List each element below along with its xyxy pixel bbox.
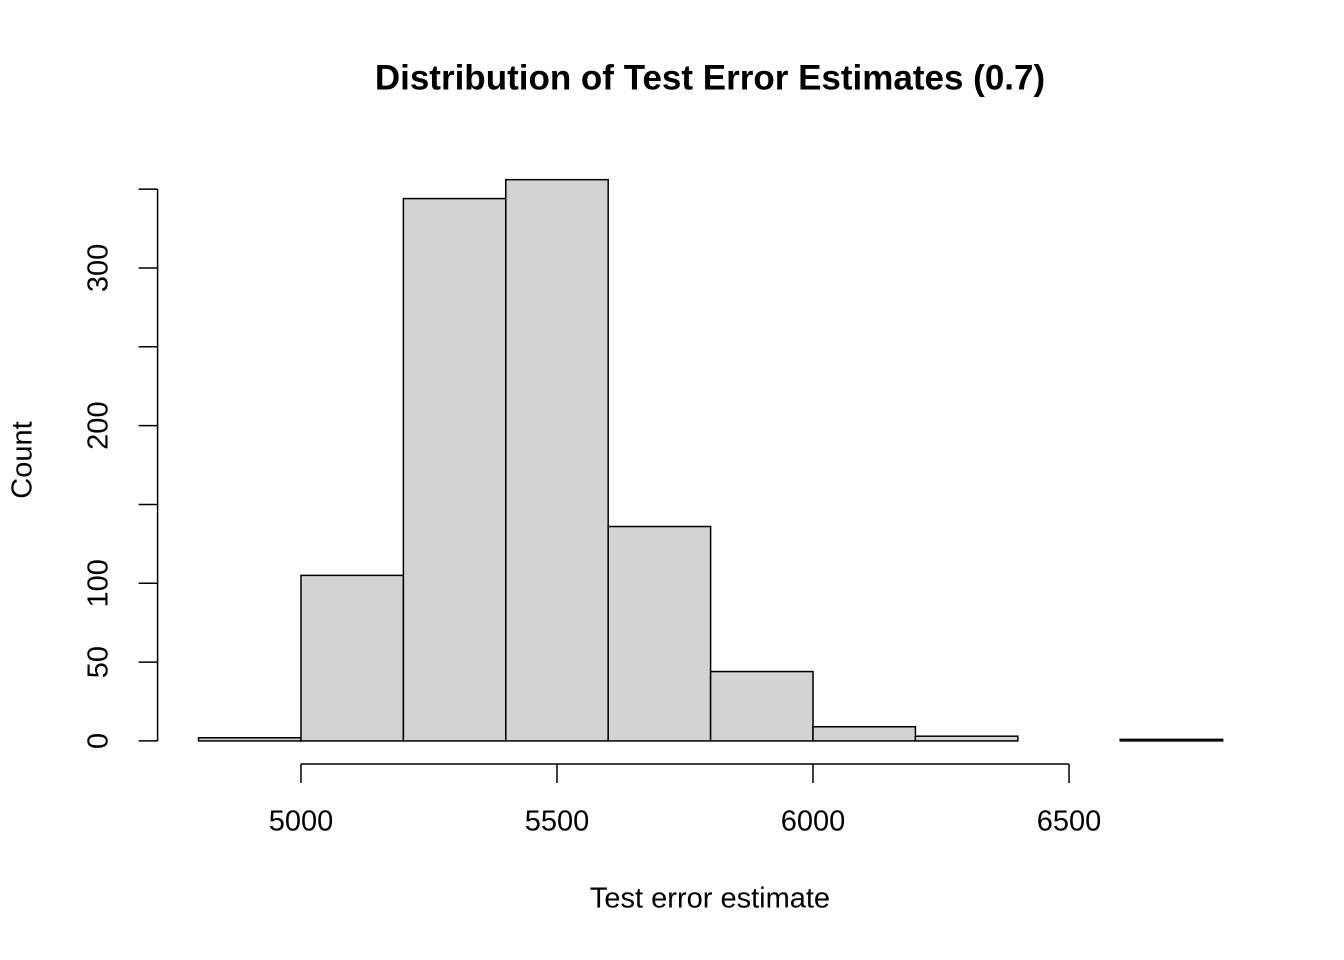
y-tick-label: 200 [83, 401, 115, 449]
bar [709, 670, 814, 742]
x-tick-label: 5000 [269, 806, 334, 838]
y-axis-label: Count [7, 421, 39, 498]
y-tick-label: 100 [83, 559, 115, 607]
bar [1119, 738, 1224, 742]
bar [505, 178, 609, 742]
y-tick-label: 50 [83, 646, 115, 678]
bar [402, 197, 507, 742]
bar [300, 574, 405, 742]
x-axis-label: Test error estimate [590, 883, 830, 915]
y-tick-label: 300 [83, 244, 115, 292]
x-tick-label: 5500 [525, 806, 590, 838]
x-tick-label: 6500 [1037, 806, 1102, 838]
x-tick-label: 6000 [781, 806, 846, 838]
bar [607, 525, 712, 742]
bar [914, 735, 1019, 742]
bar [812, 725, 917, 742]
y-tick-label: 0 [83, 733, 115, 749]
chart-title: Distribution of Test Error Estimates (0.… [375, 58, 1045, 97]
bar [197, 737, 302, 742]
